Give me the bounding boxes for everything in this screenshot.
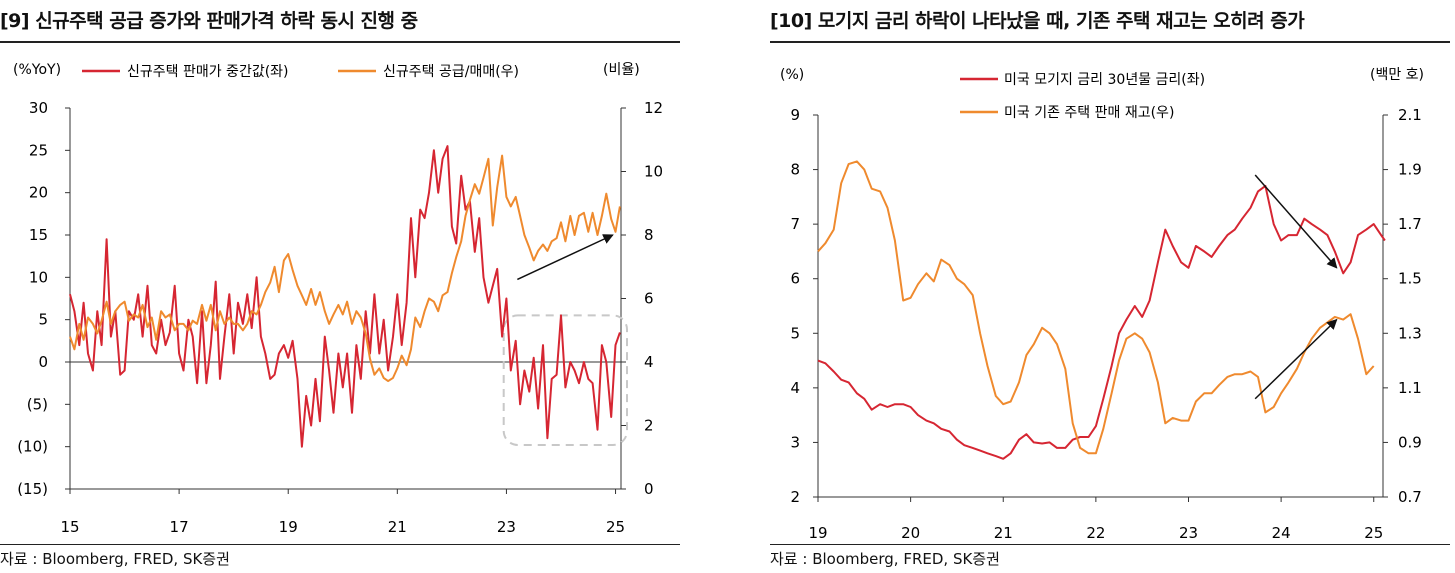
x-tick-label: 23 [497, 518, 516, 536]
left-axis-unit-left: (%YoY) [13, 62, 61, 78]
left-source: 자료 : Bloomberg, FRED, SK증권 [0, 550, 230, 568]
y-left-tick-label: 9 [790, 106, 800, 124]
x-tick-label: 23 [1179, 524, 1198, 542]
y-left-tick-label: 5 [38, 311, 48, 329]
right-bottom-rule [770, 544, 1450, 545]
trend-arrow-up [517, 234, 614, 281]
left-title-rule [0, 41, 680, 43]
y-right-tick-label: 2.1 [1398, 106, 1422, 124]
y-left-tick-label: 8 [790, 161, 800, 179]
legend-label-supply: 신규주택 공급/매매(우) [383, 64, 519, 80]
y-right-tick-label: 8 [644, 226, 654, 244]
x-tick-label: 24 [1272, 524, 1291, 542]
series-line-0 [817, 184, 1386, 460]
y-right-tick-label: 4 [644, 353, 654, 371]
y-left-tick-label: (15) [17, 480, 48, 498]
y-left-tick-label: 20 [29, 184, 48, 202]
left-bottom-rule [0, 544, 680, 545]
series-line-1 [69, 154, 621, 383]
y-left-tick-label: 6 [790, 270, 800, 288]
y-right-tick-label: 1.1 [1398, 379, 1422, 397]
x-tick-label: 25 [606, 518, 625, 536]
legend-label-mortgage: 미국 모기지 금리 30년물 금리(좌) [1004, 72, 1205, 88]
y-left-tick-label: 10 [29, 268, 48, 286]
left-axis-unit-right: (비율) [603, 62, 640, 78]
right-axis-unit-right: (백만 호) [1370, 67, 1424, 83]
highlight-box [502, 314, 628, 446]
legend-label-price: 신규주택 판매가 중간값(좌) [127, 64, 289, 80]
x-tick-label: 17 [170, 518, 189, 536]
x-tick-label: 20 [901, 524, 920, 542]
y-right-tick-label: 0.9 [1398, 433, 1422, 451]
y-right-tick-label: 10 [644, 163, 663, 181]
y-left-tick-label: 15 [29, 226, 48, 244]
right-source: 자료 : Bloomberg, FRED, SK증권 [770, 550, 1000, 568]
right-title-rule [770, 41, 1450, 43]
y-right-tick-label: 2 [644, 417, 654, 435]
y-left-tick-label: 4 [790, 379, 800, 397]
x-tick-label: 19 [279, 518, 298, 536]
y-right-tick-label: 1.5 [1398, 270, 1422, 288]
y-right-tick-label: 1.9 [1398, 161, 1422, 179]
y-left-tick-label: 7 [790, 215, 800, 233]
y-right-tick-label: 1.7 [1398, 215, 1422, 233]
y-left-tick-label: (5) [27, 395, 48, 413]
trend-arrow-down [1254, 174, 1338, 269]
y-left-tick-label: 25 [29, 141, 48, 159]
y-left-tick-label: 2 [790, 488, 800, 506]
left-chart: (%YoY) (비율) 신규주택 판매가 중간값(좌) 신규주택 공급/매매(우… [13, 62, 663, 536]
right-chart: (%) (백만 호) 미국 모기지 금리 30년물 금리(좌) 미국 기존 주택… [780, 67, 1424, 542]
y-right-tick-label: 1.3 [1398, 324, 1422, 342]
x-tick-label: 21 [388, 518, 407, 536]
right-axis-unit-left: (%) [780, 67, 804, 83]
y-left-tick-label: 0 [38, 353, 48, 371]
left-chart-panel: [9] 신규주택 공급 증가와 판매가격 하락 동시 진행 중 (%YoY) (… [0, 0, 680, 573]
legend-label-inventory: 미국 기존 주택 판매 재고(우) [1004, 105, 1174, 121]
y-right-tick-label: 0 [644, 480, 654, 498]
y-right-tick-label: 12 [644, 99, 663, 117]
left-legend: 신규주택 판매가 중간값(좌) 신규주택 공급/매매(우) [82, 64, 519, 80]
x-tick-label: 25 [1364, 524, 1383, 542]
right-legend: 미국 모기지 금리 30년물 금리(좌) 미국 기존 주택 판매 재고(우) [960, 72, 1205, 121]
x-tick-label: 21 [994, 524, 1013, 542]
x-tick-label: 22 [1086, 524, 1105, 542]
left-chart-title: [9] 신규주택 공급 증가와 판매가격 하락 동시 진행 중 [0, 10, 418, 32]
right-chart-title: [10] 모기지 금리 하락이 나타났을 때, 기존 주택 재고는 오히려 증가 [770, 10, 1305, 32]
x-tick-label: 15 [60, 518, 79, 536]
y-left-tick-label: 3 [790, 433, 800, 451]
trend-arrow-up [1254, 318, 1338, 400]
series-line-0 [69, 145, 621, 448]
right-chart-panel: [10] 모기지 금리 하락이 나타났을 때, 기존 주택 재고는 오히려 증가… [770, 0, 1450, 573]
y-left-tick-label: 30 [29, 99, 48, 117]
y-right-tick-label: 6 [644, 290, 654, 308]
x-tick-label: 19 [808, 524, 827, 542]
series-line-1 [817, 160, 1375, 455]
y-right-tick-label: 0.7 [1398, 488, 1422, 506]
y-left-tick-label: 5 [790, 324, 800, 342]
y-left-tick-label: (10) [17, 438, 48, 456]
